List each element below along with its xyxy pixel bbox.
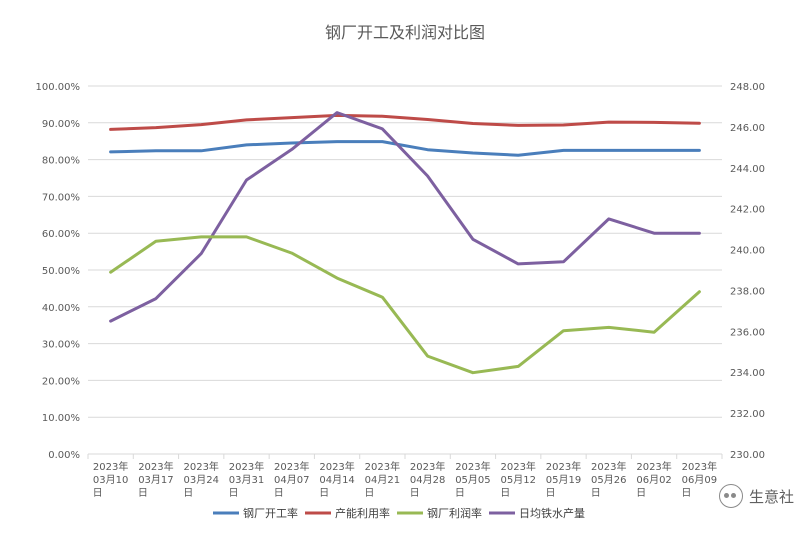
x-tick-label: 2023年 06月09 日 [681,460,717,499]
y-right-tick-label: 248.00 [730,82,765,93]
watermark: 生意社 [718,484,794,508]
chart-title: 钢厂开工及利润对比图 [325,23,485,42]
y-axis-left: 0.00% 10.00% 20.00% 30.00% 40.00% 50.00% 60.00… [36,82,81,461]
series-line-4 [109,111,701,323]
legend-label: 日均铁水产量 [519,506,585,520]
legend: 钢厂开工率 产能利用率 钢厂利润率 日均铁水产量 [213,506,585,520]
x-tick-label: 2023年 04月21 日 [364,460,400,499]
x-tick-label: 2023年 05月19 日 [546,460,582,499]
legend-label: 产能利用率 [335,506,390,520]
y-left-tick-label: 20.00% [42,376,80,387]
y-right-tick-label: 236.00 [730,327,765,338]
legend-label: 钢厂利润率 [427,506,482,520]
y-left-tick-label: 60.00% [42,229,80,240]
y-right-tick-label: 234.00 [730,368,765,379]
y-right-tick-label: 240.00 [730,246,765,257]
x-tick-label: 2023年 05月26 日 [591,460,627,499]
y-right-tick-label: 242.00 [730,205,765,216]
y-left-tick-label: 30.00% [42,340,80,351]
y-left-tick-label: 10.00% [42,413,80,424]
x-tick-label: 2023年 04月28 日 [410,460,446,499]
y-right-tick-label: 238.00 [730,286,765,297]
x-tick-label: 2023年 03月24 日 [183,460,219,499]
legend-label: 钢厂开工率 [243,506,298,520]
wechat-icon [718,484,743,508]
y-right-tick-label: 232.00 [730,409,765,420]
series-line-3 [109,235,701,375]
y-left-tick-label: 70.00% [42,192,80,203]
y-left-tick-label: 100.00% [36,82,81,93]
y-right-tick-label: 244.00 [730,164,765,175]
y-right-tick-label: 246.00 [730,123,765,134]
x-tick-label: 2023年 04月07 日 [274,460,310,499]
series-lines [109,111,701,375]
y-left-tick-label: 0.00% [48,450,80,461]
x-tick-label: 2023年 05月12 日 [500,460,536,499]
x-tick-label: 2023年 03月10 日 [93,460,129,499]
series-line-1 [109,140,701,157]
x-tick-label: 2023年 05月05 日 [455,460,491,499]
y-left-tick-label: 80.00% [42,156,80,167]
y-axis-right: 230.00 232.00 234.00 236.00 238.00 240.00 242.… [730,82,765,461]
x-tick-label: 2023年 03月31 日 [229,460,265,499]
x-tick-label: 2023年 03月17 日 [138,460,174,499]
y-left-tick-label: 40.00% [42,303,80,314]
series-line-2 [109,113,701,131]
x-tick-label: 2023年 04月14 日 [319,460,355,499]
y-left-tick-label: 50.00% [42,266,80,277]
y-left-tick-label: 90.00% [42,119,80,130]
y-right-tick-label: 230.00 [730,450,765,461]
x-tick-label: 2023年 06月02 日 [636,460,672,499]
watermark-text: 生意社 [748,487,794,506]
